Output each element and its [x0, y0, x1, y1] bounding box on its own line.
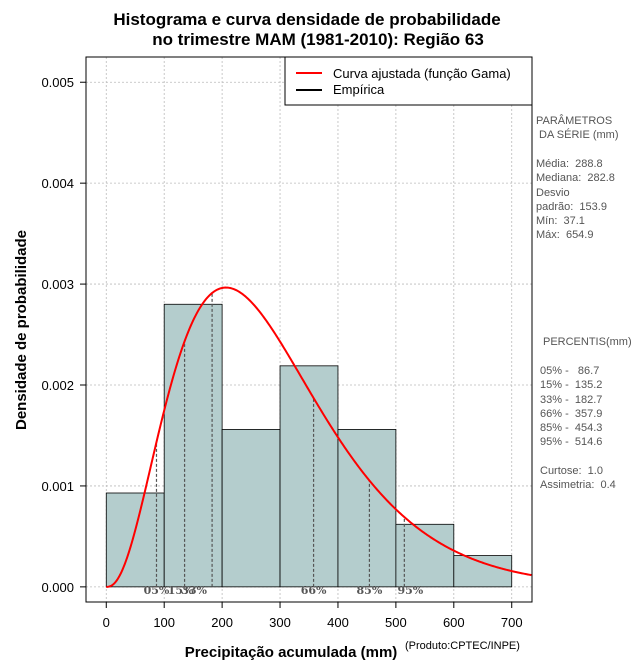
histogram-bar-4	[337, 429, 397, 588]
fitted-curve-group	[106, 286, 532, 588]
legend-label-curve: Curva ajustada (função Gama)	[333, 66, 511, 81]
histogram-bars	[105, 303, 513, 588]
histogram-bar-2	[221, 429, 281, 588]
x-tick-label-0: 0	[103, 615, 110, 630]
fitted-gamma-curve	[106, 286, 532, 588]
y-tick-label-5: 0.005	[41, 75, 74, 90]
histogram-bar-5	[395, 523, 455, 588]
params-title: PARÂMETROS DA SÉRIE (mm)	[536, 115, 619, 142]
x-tick-label-7: 700	[501, 615, 523, 630]
legend: Curva ajustada (função Gama) Empírica	[284, 56, 533, 106]
percentile-label-3: 66%	[301, 584, 327, 597]
histogram-bar-3	[279, 365, 339, 588]
x-tick-label-4: 400	[327, 615, 349, 630]
x-tick-label-2: 200	[211, 615, 233, 630]
x-tick-label-1: 100	[153, 615, 175, 630]
x-tick-label-5: 500	[385, 615, 407, 630]
chart-title-line-1: Histograma e curva densidade de probabil…	[113, 10, 500, 29]
percentile-label-0: 05%	[144, 584, 170, 597]
y-axis-title: Densidade de probabilidade	[13, 230, 30, 430]
percentis-values: 05% - 86.7 15% - 135.2 33% - 182.7 66% -…	[540, 365, 603, 449]
x-tick-label-3: 300	[269, 615, 291, 630]
histogram-bar-6	[453, 555, 513, 588]
y-tick-label-1: 0.001	[41, 479, 74, 494]
percentile-label-1: 15%	[168, 584, 194, 597]
y-tick-label-2: 0.002	[41, 378, 74, 393]
axes: 0 100 200 300 400 500 600 700 0.000 0.001 0.002 0.0…	[41, 75, 522, 630]
percentile-label-4: 85%	[357, 584, 383, 597]
y-tick-label-4: 0.004	[41, 176, 74, 191]
shape-stats: Curtose: 1.0 Assimetria: 0.4	[540, 465, 616, 492]
percentis-title: PERCENTIS(mm)	[543, 336, 632, 348]
legend-box	[284, 56, 533, 106]
y-tick-label-3: 0.003	[41, 277, 74, 292]
percentile-label-2: 33%	[181, 584, 207, 597]
x-tick-label-6: 600	[443, 615, 465, 630]
percentile-lines: 05%15%33% 66% 85% 95%	[144, 292, 424, 597]
legend-label-empirical: Empírica	[333, 82, 385, 97]
y-tick-label-0: 0.000	[41, 580, 74, 595]
x-axis-title: Precipitação acumulada (mm)	[185, 644, 398, 660]
histogram-bar-1	[163, 303, 223, 588]
histogram-bar-0	[105, 492, 165, 588]
product-credit: (Produto:CPTEC/INPE)	[405, 640, 520, 652]
chart-title-line-2: no trimestre MAM (1981-2010): Região 63	[152, 30, 484, 49]
percentile-label-5: 95%	[397, 584, 423, 597]
params-values: Média: 288.8 Mediana: 282.8 Desvio padrã…	[536, 158, 615, 242]
